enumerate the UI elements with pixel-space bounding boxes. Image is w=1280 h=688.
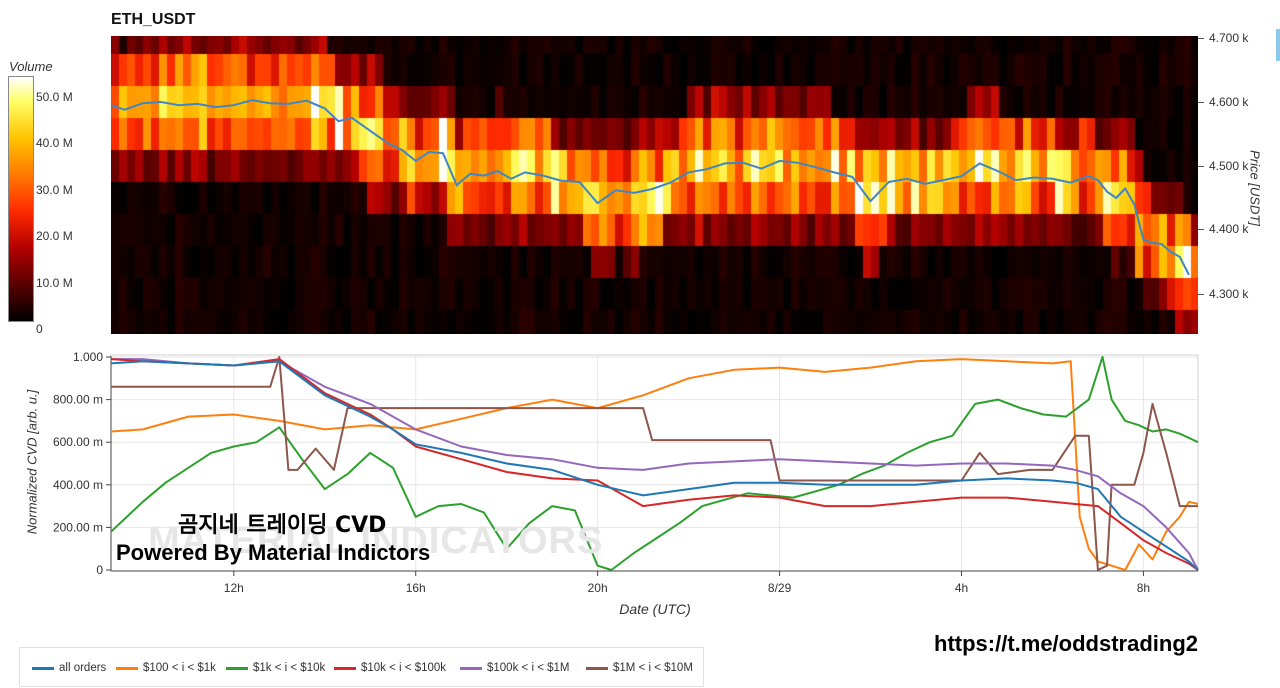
cvd-axis-label: Normalized CVD [arb. u.] bbox=[24, 389, 40, 535]
legend-item[interactable]: $100k < i < $1M bbox=[460, 662, 569, 674]
price-tick-mark bbox=[1198, 294, 1204, 295]
legend-item[interactable]: all orders bbox=[32, 662, 106, 674]
cvd-series-line bbox=[111, 358, 1199, 571]
legend: all orders $100 < i < $1k $1k < i < $10k $1… bbox=[19, 647, 704, 687]
cvd-series-line bbox=[111, 356, 1198, 571]
price-tick-label: 4.300 k bbox=[1209, 287, 1249, 301]
colorbar-label: Volume bbox=[9, 59, 53, 74]
y-tick-label: 200.00 m bbox=[53, 520, 103, 534]
legend-swatch bbox=[334, 666, 356, 670]
price-tick-label: 4.600 k bbox=[1209, 95, 1249, 109]
x-tick-label: 8h bbox=[1137, 581, 1150, 595]
y-tick-label: 600.00 m bbox=[53, 435, 103, 449]
legend-swatch bbox=[586, 666, 608, 670]
colorbar-tick-label: 20.0 M bbox=[36, 229, 73, 244]
y-tick-label: 0 bbox=[96, 563, 103, 577]
legend-label: $100 < i < $1k bbox=[143, 662, 216, 674]
legend-item[interactable]: $1k < i < $10k bbox=[226, 662, 325, 674]
x-tick-label: 4h bbox=[955, 581, 968, 595]
heatmap-panel[interactable] bbox=[111, 36, 1198, 334]
legend-swatch bbox=[116, 666, 138, 670]
cvd-series-line bbox=[110, 356, 1199, 571]
price-tick-mark bbox=[1198, 102, 1204, 103]
watermark-logo: MATERIAL INDICATORS bbox=[148, 520, 604, 562]
price-tick-label: 4.700 k bbox=[1209, 31, 1249, 45]
legend-swatch bbox=[32, 666, 54, 670]
legend-item[interactable]: $100 < i < $1k bbox=[116, 662, 216, 674]
x-tick-label: 12h bbox=[224, 581, 244, 595]
legend-label: all orders bbox=[59, 662, 107, 674]
colorbar-tick-label: 50.0 M bbox=[36, 90, 73, 104]
price-tick-mark bbox=[1198, 229, 1204, 230]
x-tick-label: 20h bbox=[588, 581, 608, 595]
legend-item[interactable]: $10k < i < $100k bbox=[334, 662, 446, 674]
colorbar bbox=[8, 76, 34, 322]
x-tick-label: 8/29 bbox=[768, 581, 792, 595]
watermark-title: 곰지네 트레이딩 CVD bbox=[178, 513, 387, 538]
legend-item[interactable]: $1M < i < $10M bbox=[586, 662, 693, 674]
price-tick-mark bbox=[1198, 166, 1204, 167]
legend-swatch bbox=[460, 666, 482, 670]
legend-label: $100k < i < $1M bbox=[487, 662, 570, 674]
price-line-plot bbox=[111, 99, 1190, 276]
legend-label: $1M < i < $10M bbox=[613, 662, 693, 674]
chart-title: ETH_USDT bbox=[111, 11, 196, 28]
price-line bbox=[111, 99, 1190, 276]
y-tick-label: 400.00 m bbox=[53, 478, 103, 492]
volume-heatmap bbox=[111, 36, 1198, 334]
colorbar-tick-label: 0 bbox=[36, 322, 43, 336]
cvd-series-line bbox=[110, 360, 1199, 571]
cvd-series-line bbox=[110, 358, 1199, 571]
legend-label: $10k < i < $100k bbox=[361, 662, 447, 674]
colorbar-tick-label: 10.0 M bbox=[36, 275, 73, 290]
watermark-subtitle: Powered By Material Indictors bbox=[116, 540, 431, 565]
cvd-series-line bbox=[110, 358, 1199, 571]
x-tick-label: 16h bbox=[406, 581, 426, 595]
telegram-link[interactable]: https://t.me/oddstrading2 bbox=[934, 631, 1198, 656]
price-tick-label: 4.400 k bbox=[1209, 222, 1249, 236]
price-tick-label: 4.500 k bbox=[1209, 159, 1249, 173]
legend-swatch bbox=[226, 666, 248, 670]
toolbar-edge[interactable] bbox=[1276, 29, 1280, 61]
x-axis-label: Date (UTC) bbox=[619, 601, 691, 617]
y-tick-label: 1.000 bbox=[73, 350, 103, 364]
colorbar-tick-label: 40.0 M bbox=[36, 136, 73, 151]
colorbar-tick-label: 30.0 M bbox=[36, 182, 73, 197]
price-tick-mark bbox=[1198, 38, 1204, 39]
legend-label: $1k < i < $10k bbox=[253, 662, 326, 674]
y-tick-label: 800.00 m bbox=[53, 393, 103, 407]
